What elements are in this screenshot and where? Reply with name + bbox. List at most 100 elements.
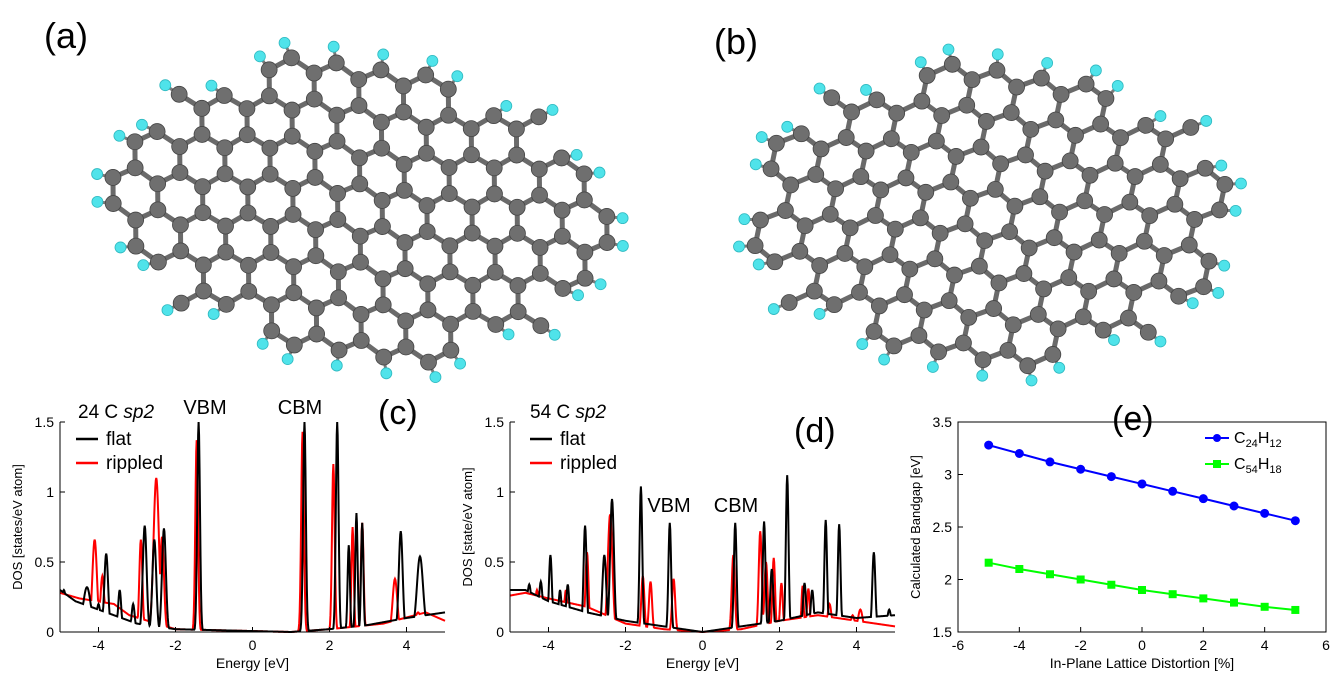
legend-marker xyxy=(1213,434,1221,442)
carbon-atom xyxy=(260,61,278,79)
carbon-atom xyxy=(509,224,526,242)
data-point xyxy=(1046,570,1054,579)
y-tick-label: 0 xyxy=(46,624,54,640)
annotation-italic: sp2 xyxy=(123,402,154,423)
x-tick-label: 0 xyxy=(249,637,257,653)
hydrogen-atom xyxy=(752,258,765,271)
carbon-atom xyxy=(194,204,212,222)
hydrogen-atom xyxy=(1186,297,1199,310)
legend-label-flat: flat xyxy=(560,429,586,450)
carbon-atom xyxy=(261,165,279,183)
carbon-atom xyxy=(171,164,189,182)
data-point xyxy=(1076,464,1086,474)
carbon-atom xyxy=(485,107,503,125)
carbon-atom xyxy=(868,91,886,109)
carbon-atom xyxy=(440,185,458,202)
data-point xyxy=(1137,479,1147,489)
hydrogen-atom xyxy=(114,241,127,254)
carbon-atom xyxy=(442,315,459,333)
carbon-atom xyxy=(882,130,900,148)
carbon-atom xyxy=(946,266,963,284)
carbon-atom xyxy=(1112,129,1129,147)
carbon-atom xyxy=(985,300,1003,317)
hydrogen-atom xyxy=(976,369,989,382)
x-tick-label: -4 xyxy=(92,637,105,653)
carbon-atom xyxy=(960,308,978,326)
carbon-atom xyxy=(827,180,844,198)
carbon-atom xyxy=(1022,120,1040,138)
carbon-atom xyxy=(172,294,190,312)
carbon-atom xyxy=(1137,116,1155,134)
carbon-atom xyxy=(104,169,122,186)
y-axis-label: DOS [states/eV atom] xyxy=(10,464,25,590)
carbon-atom xyxy=(126,159,144,177)
y-tick-label: 2 xyxy=(944,572,952,588)
carbon-atom xyxy=(330,289,347,307)
carbon-atom xyxy=(1002,104,1020,122)
data-point xyxy=(1107,580,1116,589)
carbon-atom xyxy=(856,258,874,276)
carbon-atom xyxy=(752,211,769,229)
carbon-atom xyxy=(1139,323,1157,341)
carbon-atom xyxy=(970,257,988,275)
carbon-atom xyxy=(1136,232,1153,250)
chart-d-dos-54c: -4 -2 0 2 4 0 0.5 1 1.5 Energy [eV] DOS [state/eV … xyxy=(460,402,896,671)
carbon-atom xyxy=(912,209,929,227)
carbon-atom xyxy=(193,126,211,143)
hydrogen-atom xyxy=(548,328,561,341)
carbon-atom xyxy=(767,134,785,152)
x-tick-label: 2 xyxy=(776,637,784,653)
carbon-atom xyxy=(352,253,369,271)
hydrogen-atom xyxy=(113,129,126,142)
carbon-atom xyxy=(852,168,870,186)
x-tick-label: 2 xyxy=(326,637,334,653)
carbon-atom xyxy=(171,138,189,155)
carbon-atom xyxy=(930,343,947,361)
carbon-atom xyxy=(1106,154,1124,172)
carbon-atom xyxy=(841,219,859,237)
carbon-atom xyxy=(1015,265,1033,282)
hydrogen-atom xyxy=(1215,159,1228,172)
carbon-atom xyxy=(881,246,899,264)
carbon-atom xyxy=(440,106,457,124)
carbon-atom xyxy=(766,253,784,271)
carbon-atom xyxy=(373,192,391,209)
carbon-atom xyxy=(284,206,302,223)
carbon-atom xyxy=(796,217,814,235)
carbon-atom xyxy=(330,341,348,359)
legend-label-rippled: rippled xyxy=(106,453,163,474)
carbon-atom xyxy=(441,237,459,255)
carbon-atom xyxy=(972,138,990,156)
carbon-atom xyxy=(956,215,974,233)
carbon-atom xyxy=(531,265,549,282)
legend-label-flat: flat xyxy=(106,429,132,450)
hydrogen-atom xyxy=(330,359,343,372)
carbon-atom xyxy=(575,165,593,183)
carbon-atom xyxy=(988,61,1006,79)
carbon-atom xyxy=(1157,130,1175,148)
legend-c: C xyxy=(1234,430,1246,447)
legend-marker xyxy=(1213,460,1221,468)
carbon-atom xyxy=(350,71,368,88)
carbon-atom xyxy=(263,296,280,314)
hydrogen-atom xyxy=(159,79,172,92)
carbon-atom xyxy=(238,126,256,144)
carbon-atom xyxy=(396,260,414,278)
carbon-atom xyxy=(350,97,368,114)
hydrogen-atom xyxy=(1089,64,1102,77)
data-point xyxy=(1260,602,1269,611)
carbon-atom xyxy=(194,256,212,274)
carbon-atom xyxy=(329,211,347,228)
carbon-atom xyxy=(553,149,571,167)
y-tick-label: 1.5 xyxy=(933,624,953,640)
carbon-atom xyxy=(464,276,482,294)
carbon-atom xyxy=(352,306,370,323)
carbon-atom xyxy=(976,232,994,249)
hydrogen-atom xyxy=(616,212,629,225)
carbon-atom xyxy=(1029,306,1047,323)
marker-cbm: CBM xyxy=(278,397,322,419)
carbon-atom xyxy=(553,227,571,245)
carbon-atom xyxy=(1096,206,1113,223)
carbon-atom xyxy=(1110,244,1128,262)
data-point xyxy=(1045,457,1055,467)
